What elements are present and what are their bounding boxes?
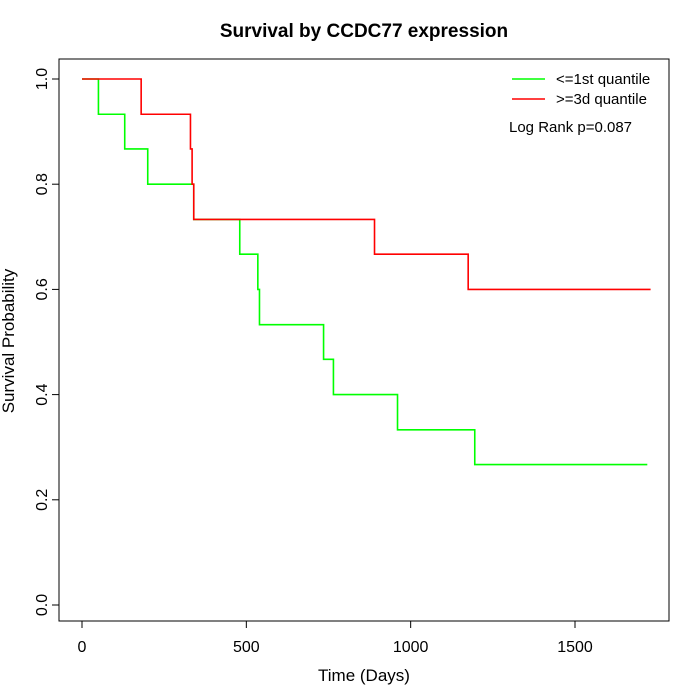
legend-label-2: >=3d quantile [556,91,647,108]
x-axis-title: Time (Days) [318,666,410,685]
series-layer [82,78,651,466]
y-tick-label: 0.4 [34,383,51,405]
y-tick-label: 0.0 [34,594,51,616]
y-tick-label: 0.8 [34,173,51,195]
plot-frame [58,58,670,622]
x-tick-label: 500 [233,639,260,656]
legend-label-1: <=1st quantile [556,71,650,88]
series-line-1 [82,78,648,466]
x-tick-label: 1500 [557,639,593,656]
x-tick-label: 0 [78,639,87,656]
y-tick-label: 1.0 [34,68,51,90]
series-line-2 [82,78,651,291]
log-rank-annotation: Log Rank p=0.087 [509,119,632,136]
legend: <=1st quantile >=3d quantile [512,71,650,108]
y-axis-title: Survival Probability [0,268,18,413]
y-tick-label: 0.2 [34,489,51,511]
y-tick-label: 0.6 [34,278,51,300]
x-tick-label: 1000 [393,639,429,656]
x-axis: 0 500 1000 1500 [78,620,593,656]
y-axis: 0.0 0.2 0.4 0.6 0.8 1.0 [34,68,60,616]
chart-title: Survival by CCDC77 expression [220,21,508,42]
